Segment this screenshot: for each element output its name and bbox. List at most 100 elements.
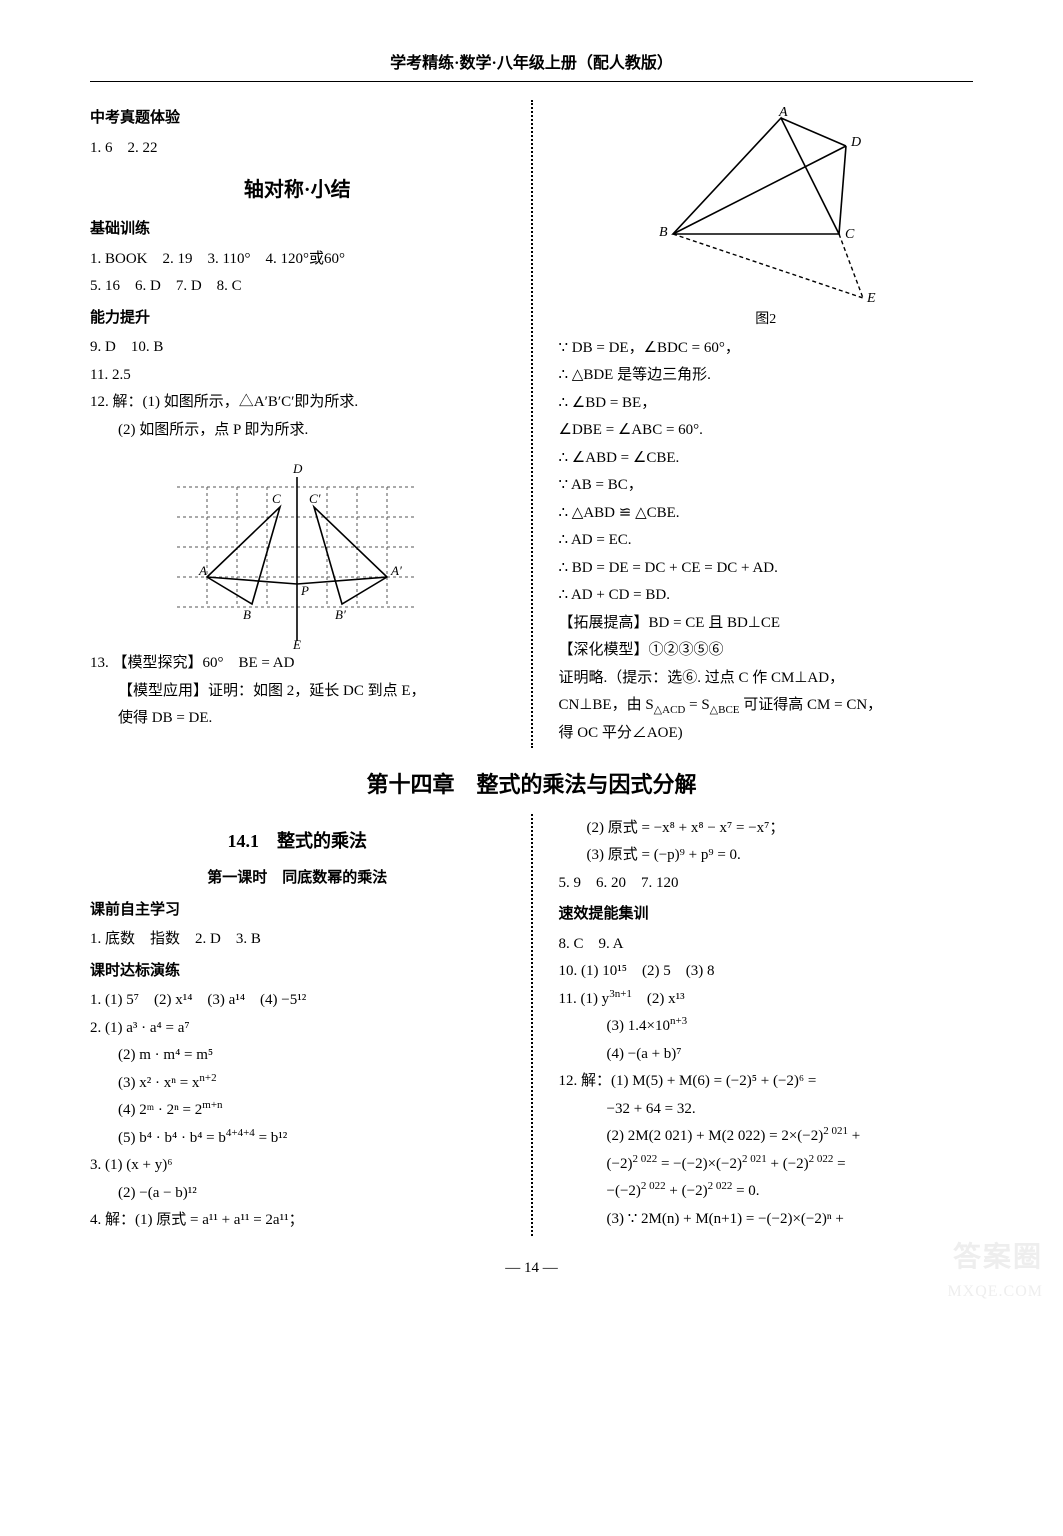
ks-q2-3sup: n+2 — [199, 1072, 216, 1084]
br-p2: (2) 原式 = −x⁸ + x⁸ − x⁷ = −x⁷； — [559, 816, 974, 842]
br-q12-2b-d: = — [833, 1156, 845, 1172]
fig2-D: D — [850, 135, 861, 150]
q12-line2: (2) 如图所示，点 P 即为所求. — [90, 418, 505, 444]
q13-line3: 使得 DB = DE. — [90, 706, 505, 732]
proof-06: ∵ AB = BC， — [559, 473, 974, 499]
ks-q4: 4. 解：(1) 原式 = a¹¹ + a¹¹ = 2a¹¹； — [90, 1208, 505, 1234]
jichu-line1: 1. BOOK 2. 19 3. 110° 4. 120°或60° — [90, 247, 505, 273]
label-E: E — [292, 637, 301, 649]
ks-q2-4sup: m+n — [202, 1099, 222, 1111]
top-left-col: 中考真题体验 1. 6 2. 22 轴对称·小结 基础训练 1. BOOK 2.… — [90, 100, 505, 748]
top-column-separator — [531, 100, 533, 748]
chapter-14-title: 第十四章 整式的乘法与因式分解 — [90, 766, 973, 803]
top-columns: 中考真题体验 1. 6 2. 22 轴对称·小结 基础训练 1. BOOK 2.… — [90, 100, 973, 748]
br-q11-1a: 11. (1) y — [559, 991, 610, 1007]
label-P: P — [300, 583, 309, 598]
ks-q2-5: (5) b⁴ · b⁴ · b⁴ = b4+4+4 = b¹² — [90, 1126, 505, 1152]
br-q12-2c-sup1: 2 022 — [641, 1180, 666, 1192]
q12-line1: 12. 解：(1) 如图所示，△A′B′C′即为所求. — [90, 390, 505, 416]
proof-08: ∴ AD = EC. — [559, 528, 974, 554]
br-q12-1: 12. 解：(1) M(5) + M(6) = (−2)⁵ + (−2)⁶ = — [559, 1069, 974, 1095]
label-Ap: A′ — [390, 563, 402, 578]
br-q12-2c-b: + (−2) — [666, 1183, 708, 1199]
heading-nengli: 能力提升 — [90, 306, 505, 332]
br-q12-2c: −(−2)2 022 + (−2)2 022 = 0. — [559, 1179, 974, 1205]
proof-14-sub2: △BCE — [710, 704, 740, 716]
br-q12-2c-c: = 0. — [732, 1183, 759, 1199]
br-q11-4: (4) −(a + b)⁷ — [559, 1042, 974, 1068]
br-q11-3: (3) 1.4×10n+3 — [559, 1014, 974, 1040]
br-q11-1: 11. (1) y3n+1 (2) x¹³ — [559, 987, 974, 1013]
proof-14: CN⊥BE，由 S△ACD = S△BCE 可证得高 CM = CN， — [559, 693, 974, 719]
label-Cp: C′ — [309, 491, 321, 506]
proof-14c: 可证得高 CM = CN， — [740, 697, 883, 713]
heading-jichu: 基础训练 — [90, 217, 505, 243]
br-q12-2b-b: = −(−2)×(−2) — [657, 1156, 742, 1172]
subtitle-axial: 轴对称·小结 — [90, 173, 505, 207]
q13-line2: 【模型应用】证明：如图 2，延长 DC 到点 E， — [90, 679, 505, 705]
ks-q1: 1. (1) 5⁷ (2) x¹⁴ (3) a¹⁴ (4) −5¹² — [90, 988, 505, 1014]
ks-q3-2: (2) −(a − b)¹² — [90, 1181, 505, 1207]
proof-03: ∴ ∠BD = BE， — [559, 391, 974, 417]
fig2-E: E — [866, 291, 876, 306]
proof-07: ∴ △ABD ≌ △CBE. — [559, 501, 974, 527]
bottom-left-col: 14.1 整式的乘法 第一课时 同底数幂的乘法 课前自主学习 1. 底数 指数 … — [90, 814, 505, 1236]
proof-09: ∴ BD = DE = DC + CE = DC + AD. — [559, 556, 974, 582]
ks-q2-5a: (5) b⁴ · b⁴ · b⁴ = b — [118, 1130, 226, 1146]
br-q12-2b-sup3: 2 022 — [809, 1153, 834, 1165]
br-q12-2a: (2) 2M(2 021) + M(2 022) = 2×(−2)2 021 + — [559, 1124, 974, 1150]
heading-zhongkao: 中考真题体验 — [90, 106, 505, 132]
section-14-1: 14.1 整式的乘法 — [90, 826, 505, 857]
proof-13: 证明略.（提示：选⑥. 过点 C 作 CM⊥AD， — [559, 666, 974, 692]
jichu-line2: 5. 16 6. D 7. D 8. C — [90, 274, 505, 300]
ks-q3-1: 3. (1) (x + y)⁶ — [90, 1153, 505, 1179]
br-q12-2a-end: + — [848, 1128, 860, 1144]
br-q12-2c-sup2: 2 022 — [708, 1180, 733, 1192]
ks-q2-2: (2) m · m⁴ = m⁵ — [90, 1043, 505, 1069]
br-q12-2c-a: −(−2) — [607, 1183, 641, 1199]
br-q11-3sup: n+3 — [670, 1015, 687, 1027]
proof-14b: = S — [685, 697, 709, 713]
label-D: D — [292, 461, 303, 476]
watermark-url: MXQE.COM — [947, 1278, 1043, 1305]
br-q12-2a-txt: (2) 2M(2 021) + M(2 022) = 2×(−2) — [607, 1128, 824, 1144]
ks-q2-3: (3) x² · xⁿ = xn+2 — [90, 1071, 505, 1097]
br-p3: (3) 原式 = (−p)⁹ + p⁹ = 0. — [559, 843, 974, 869]
fig2-C: C — [845, 227, 855, 242]
br-q12-2b-sup1: 2 022 — [632, 1153, 657, 1165]
br-line5: 5. 9 6. 20 7. 120 — [559, 871, 974, 897]
nengli-line2: 11. 2.5 — [90, 363, 505, 389]
heading-keshi: 课时达标演练 — [90, 959, 505, 985]
label-C: C — [272, 491, 281, 506]
proof-02: ∴ △BDE 是等边三角形. — [559, 363, 974, 389]
fig2-B: B — [659, 225, 668, 240]
proof-10: ∴ AD + CD = BD. — [559, 583, 974, 609]
bottom-column-separator — [531, 814, 533, 1236]
figure-2: A B C D E — [651, 106, 881, 306]
page-header: 学考精练·数学·八年级上册（配人教版） — [90, 50, 973, 82]
ks-q2-3a: (3) x² · xⁿ = x — [118, 1075, 199, 1091]
nengli-line1: 9. D 10. B — [90, 335, 505, 361]
proof-01: ∵ DB = DE，∠BDC = 60°， — [559, 336, 974, 362]
q13-line1: 13. 【模型探究】60° BE = AD — [90, 651, 505, 677]
proof-15: 得 OC 平分∠AOE) — [559, 721, 974, 747]
br-line8: 8. C 9. A — [559, 932, 974, 958]
bottom-columns: 14.1 整式的乘法 第一课时 同底数幂的乘法 课前自主学习 1. 底数 指数 … — [90, 814, 973, 1236]
zhongkao-answers: 1. 6 2. 22 — [90, 136, 505, 162]
lesson-1-title: 第一课时 同底数幂的乘法 — [90, 866, 505, 892]
label-A: A — [198, 563, 207, 578]
br-q12-2b: (−2)2 022 = −(−2)×(−2)2 021 + (−2)2 022 … — [559, 1152, 974, 1178]
br-q12-2b-sup2: 2 021 — [742, 1153, 767, 1165]
page-number: — 14 — — [90, 1256, 973, 1282]
br-q12-3: (3) ∵ 2M(n) + M(n+1) = −(−2)×(−2)ⁿ + — [559, 1207, 974, 1233]
br-q12-2a-sup: 2 021 — [823, 1125, 848, 1137]
ks-q2-1: 2. (1) a³ · a⁴ = a⁷ — [90, 1016, 505, 1042]
label-B: B — [243, 607, 251, 622]
heading-suoxiao: 速效提能集训 — [559, 902, 974, 928]
top-right-col: A B C D E 图2 ∵ DB = DE，∠BDC = 60°， ∴ △BD… — [559, 100, 974, 748]
proof-14a: CN⊥BE，由 S — [559, 697, 654, 713]
br-q12-1b: −32 + 64 = 32. — [559, 1097, 974, 1123]
br-q11-1sup: 3n+1 — [609, 988, 632, 1000]
heading-keqian: 课前自主学习 — [90, 898, 505, 924]
br-q12-2b-c: + (−2) — [767, 1156, 809, 1172]
